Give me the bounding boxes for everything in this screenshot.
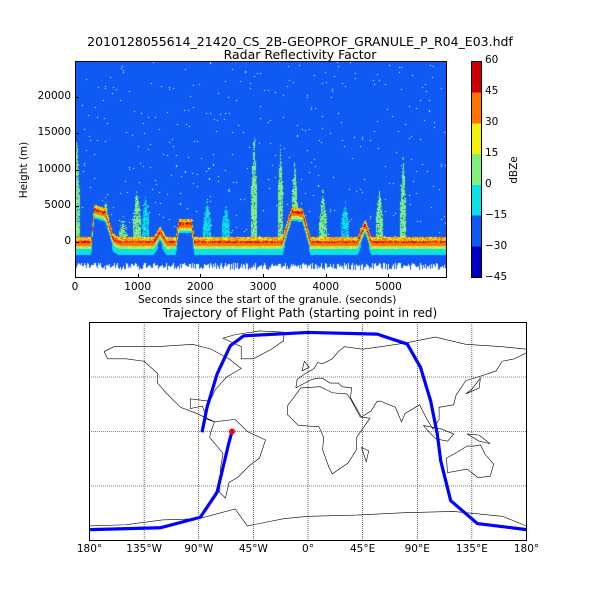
colorbar-tick-label: −15 — [485, 209, 508, 221]
heatmap-xtick-mark — [137, 274, 139, 278]
heatmap-xtick-mark — [200, 274, 202, 278]
colorbar-tick-label: −45 — [485, 271, 508, 283]
colorbar-tick-label: 45 — [485, 85, 499, 97]
radar-reflectivity-heatmap — [75, 61, 447, 278]
heatmap-xtick-mark — [388, 274, 390, 278]
heatmap-xtick-label: 5000 — [375, 281, 402, 293]
map-longitude-label: 45°E — [350, 543, 376, 555]
heatmap-xtick-label: 4000 — [312, 281, 340, 293]
colorbar-tick-label: 15 — [485, 147, 499, 159]
map-frame — [89, 322, 527, 541]
heatmap-xtick-label: 3000 — [249, 281, 277, 293]
coastline — [361, 446, 370, 463]
colorbar-tick-label: 30 — [485, 116, 499, 128]
heatmap-frame — [75, 61, 447, 278]
coastline — [89, 508, 527, 527]
heatmap-ytick-mark — [75, 97, 79, 99]
heatmap-xlabel: Seconds since the start of the granule. … — [138, 294, 397, 306]
heatmap-ytick-mark — [75, 169, 79, 171]
heatmap-title: Radar Reflectivity Factor — [223, 47, 377, 62]
map-longitude-label: 135°W — [126, 543, 162, 555]
heatmap-xtick-mark — [263, 274, 265, 278]
heatmap-xtick-label: 2000 — [186, 281, 214, 293]
map-longitude-label: 90°W — [184, 543, 214, 555]
map-longitude-label: 135°E — [455, 543, 488, 555]
heatmap-ytick-label: 20000 — [37, 90, 71, 103]
heatmap-xtick-mark — [75, 274, 76, 278]
map-longitude-label: 180° — [513, 543, 540, 555]
coastline — [287, 386, 371, 475]
heatmap-ytick-label: 10000 — [37, 162, 71, 175]
flight-path-line — [200, 330, 527, 532]
coastline — [446, 444, 495, 478]
flight-path-map — [89, 322, 527, 541]
coastline — [301, 360, 310, 372]
colorbar-tick-label: 60 — [485, 54, 499, 66]
coastline — [466, 433, 491, 444]
heatmap-ytick-mark — [75, 241, 79, 243]
heatmap-xtick-mark — [325, 274, 327, 278]
coastline — [423, 425, 455, 442]
flight-start-point — [229, 428, 236, 435]
heatmap-ytick-label: 15000 — [37, 126, 71, 139]
heatmap-ytick-mark — [75, 133, 79, 135]
colorbar-label: dBZe — [508, 156, 520, 184]
coastline — [465, 377, 481, 395]
map-longitude-label: 0° — [302, 543, 314, 555]
heatmap-xtick-label: 0 — [71, 281, 79, 293]
flight-path-line — [90, 431, 234, 532]
map-longitude-label: 90°E — [404, 543, 430, 555]
heatmap-ylabel: Height (m) — [18, 141, 30, 199]
figure-title: 2010128055614_21420_CS_2B-GEOPROF_GRANUL… — [87, 34, 513, 49]
heatmap-xtick-label: 1000 — [124, 281, 152, 293]
map-title: Trajectory of Flight Path (starting poin… — [162, 306, 438, 320]
heatmap-ytick-label: 0 — [64, 234, 71, 247]
map-longitude-label: 180° — [76, 543, 103, 555]
coastline — [295, 336, 527, 430]
heatmap-ytick-mark — [75, 205, 79, 207]
colorbar — [471, 61, 482, 278]
colorbar-tick-label: −30 — [485, 240, 508, 252]
map-longitude-label: 45°W — [238, 543, 268, 555]
heatmap-ytick-label: 5000 — [44, 198, 71, 211]
colorbar-tick-label: 0 — [485, 178, 492, 190]
coastline — [103, 343, 242, 423]
